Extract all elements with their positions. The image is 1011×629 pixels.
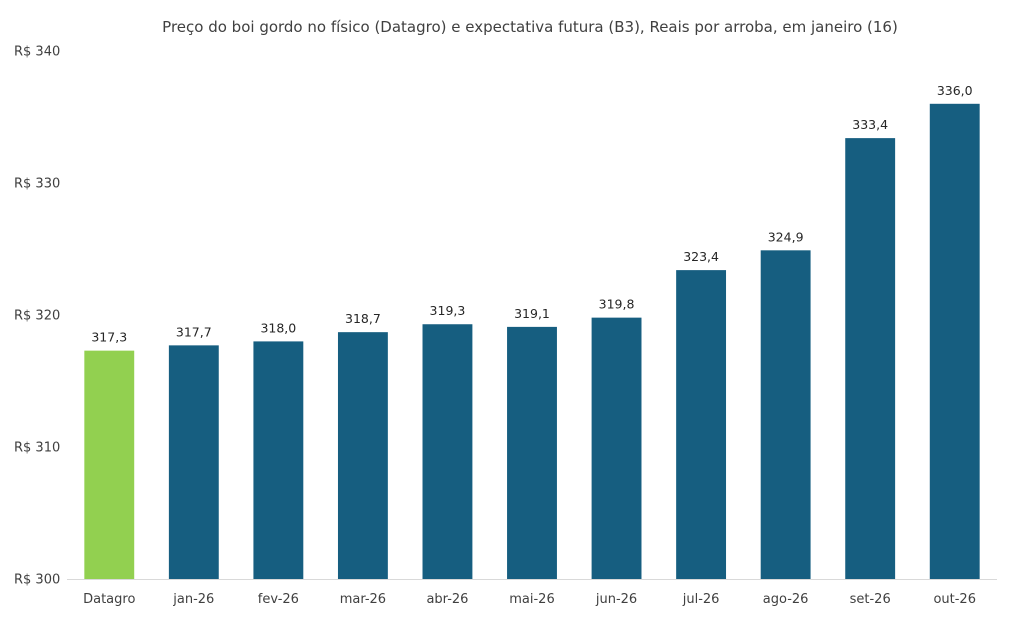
- x-tick-label: mar-26: [340, 592, 386, 607]
- data-label: 317,3: [91, 330, 127, 345]
- data-label: 324,9: [768, 229, 804, 244]
- bar: [845, 138, 896, 579]
- bar: [507, 326, 557, 579]
- data-label: 323,4: [683, 249, 719, 264]
- x-tick-label: ago-26: [763, 592, 809, 607]
- bar: [168, 345, 219, 579]
- bar: [337, 332, 388, 579]
- data-label: 318,0: [260, 320, 296, 335]
- x-tick-label: jul-26: [682, 592, 720, 607]
- x-tick-label: abr-26: [426, 592, 468, 607]
- data-label: 319,8: [599, 297, 635, 312]
- y-tick-label: R$ 320: [14, 309, 60, 324]
- x-axis: Datagro jan-26 fev-26 mar-26 abr-26 mai-26 jun…: [67, 579, 997, 607]
- x-tick-label: mai-26: [509, 592, 554, 607]
- y-tick-label: R$ 340: [14, 45, 60, 60]
- data-label: 319,3: [430, 303, 466, 318]
- bar: [84, 350, 135, 579]
- x-tick-label: Datagro: [83, 592, 135, 607]
- y-tick-label: R$ 330: [14, 177, 60, 192]
- x-tick-label: jun-26: [595, 592, 637, 607]
- data-labels: 317,3 317,7 318,0 318,7 319,3 319,1 319,8 323,4…: [91, 83, 972, 345]
- y-tick-label: R$ 300: [14, 573, 60, 588]
- data-label: 336,0: [937, 83, 973, 98]
- data-label: 319,1: [514, 306, 550, 321]
- data-label: 333,4: [852, 117, 888, 132]
- bar: [929, 103, 980, 580]
- bar: [422, 324, 473, 579]
- x-tick-label: fev-26: [258, 592, 299, 607]
- bar: [253, 341, 304, 579]
- bar: [676, 270, 727, 579]
- bars: [84, 103, 980, 580]
- data-label: 318,7: [345, 311, 381, 326]
- bar: [760, 250, 811, 579]
- data-label: 317,7: [176, 324, 212, 339]
- x-tick-label: jan-26: [172, 592, 214, 607]
- x-tick-label: out-26: [933, 592, 976, 607]
- y-tick-label: R$ 310: [14, 441, 60, 456]
- bar: [591, 317, 642, 579]
- y-axis: R$ 300 R$ 310 R$ 320 R$ 330 R$ 340: [14, 45, 60, 588]
- x-tick-label: set-26: [850, 592, 891, 607]
- chart-title: Preço do boi gordo no físico (Datagro) e…: [162, 18, 898, 36]
